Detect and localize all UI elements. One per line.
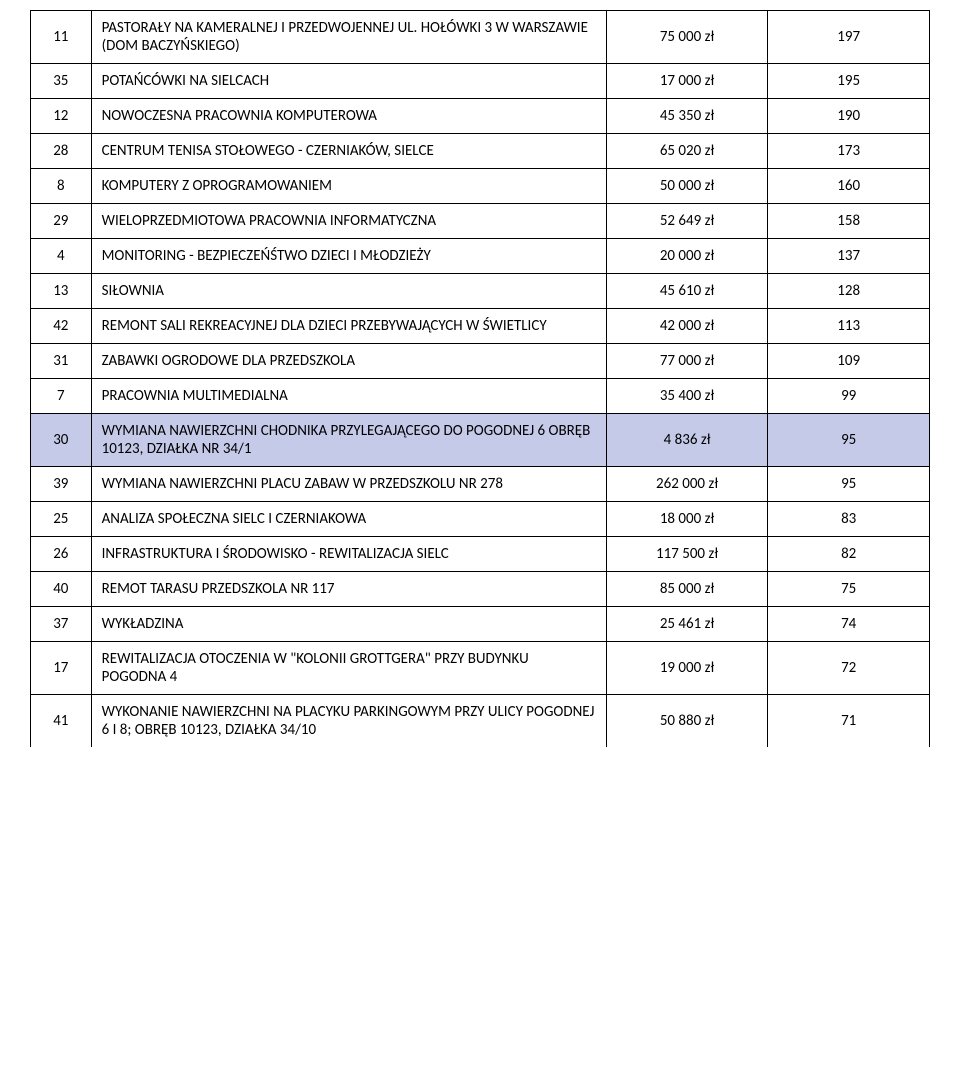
table-row: 28CENTRUM TENISA STOŁOWEGO - CZERNIAKÓW,… [31, 134, 930, 169]
row-number: 37 [31, 607, 92, 642]
row-amount: 42 000 zł [606, 309, 768, 344]
table-row: 31ZABAWKI OGRODOWE DLA PRZEDSZKOLA77 000… [31, 344, 930, 379]
row-votes: 128 [768, 274, 930, 309]
row-number: 4 [31, 239, 92, 274]
row-description: ZABAWKI OGRODOWE DLA PRZEDSZKOLA [91, 344, 606, 379]
row-votes: 113 [768, 309, 930, 344]
row-votes: 109 [768, 344, 930, 379]
row-amount: 75 000 zł [606, 11, 768, 64]
row-votes: 95 [768, 467, 930, 502]
row-votes: 173 [768, 134, 930, 169]
table-row: 29WIELOPRZEDMIOTOWA PRACOWNIA INFORMATYC… [31, 204, 930, 239]
row-votes: 74 [768, 607, 930, 642]
row-number: 41 [31, 695, 92, 748]
row-number: 40 [31, 572, 92, 607]
row-votes: 95 [768, 414, 930, 467]
row-amount: 52 649 zł [606, 204, 768, 239]
row-amount: 20 000 zł [606, 239, 768, 274]
table-row: 39WYMIANA NAWIERZCHNI PLACU ZABAW W PRZE… [31, 467, 930, 502]
row-description: SIŁOWNIA [91, 274, 606, 309]
row-amount: 17 000 zł [606, 64, 768, 99]
row-number: 31 [31, 344, 92, 379]
row-amount: 45 350 zł [606, 99, 768, 134]
row-amount: 45 610 zł [606, 274, 768, 309]
row-amount: 77 000 zł [606, 344, 768, 379]
row-number: 8 [31, 169, 92, 204]
row-amount: 4 836 zł [606, 414, 768, 467]
row-number: 35 [31, 64, 92, 99]
row-votes: 99 [768, 379, 930, 414]
row-number: 26 [31, 537, 92, 572]
row-votes: 71 [768, 695, 930, 748]
row-description: CENTRUM TENISA STOŁOWEGO - CZERNIAKÓW, S… [91, 134, 606, 169]
row-description: MONITORING - BEZPIECZEŃŚTWO DZIECI I MŁO… [91, 239, 606, 274]
row-amount: 50 880 zł [606, 695, 768, 748]
row-description: REMONT SALI REKREACYJNEJ DLA DZIECI PRZE… [91, 309, 606, 344]
row-description: WYMIANA NAWIERZCHNI PLACU ZABAW W PRZEDS… [91, 467, 606, 502]
row-amount: 65 020 zł [606, 134, 768, 169]
row-votes: 137 [768, 239, 930, 274]
row-description: PASTORAŁY NA KAMERALNEJ I PRZEDWOJENNEJ … [91, 11, 606, 64]
row-number: 29 [31, 204, 92, 239]
row-amount: 85 000 zł [606, 572, 768, 607]
table-row: 35POTAŃCÓWKI NA SIELCACH17 000 zł195 [31, 64, 930, 99]
table-row: 11PASTORAŁY NA KAMERALNEJ I PRZEDWOJENNE… [31, 11, 930, 64]
data-table: 11PASTORAŁY NA KAMERALNEJ I PRZEDWOJENNE… [30, 10, 930, 747]
row-number: 7 [31, 379, 92, 414]
row-amount: 25 461 zł [606, 607, 768, 642]
table-body: 11PASTORAŁY NA KAMERALNEJ I PRZEDWOJENNE… [31, 11, 930, 748]
row-description: POTAŃCÓWKI NA SIELCACH [91, 64, 606, 99]
row-number: 28 [31, 134, 92, 169]
row-description: REWITALIZACJA OTOCZENIA W "KOLONII GROTT… [91, 642, 606, 695]
row-number: 12 [31, 99, 92, 134]
table-row: 26INFRASTRUKTURA I ŚRODOWISKO - REWITALI… [31, 537, 930, 572]
row-amount: 117 500 zł [606, 537, 768, 572]
row-number: 42 [31, 309, 92, 344]
row-votes: 75 [768, 572, 930, 607]
row-description: PRACOWNIA MULTIMEDIALNA [91, 379, 606, 414]
table-row: 41WYKONANIE NAWIERZCHNI NA PLACYKU PARKI… [31, 695, 930, 748]
row-votes: 72 [768, 642, 930, 695]
table-row: 37WYKŁADZINA25 461 zł74 [31, 607, 930, 642]
row-description: KOMPUTERY Z OPROGRAMOWANIEM [91, 169, 606, 204]
row-amount: 18 000 zł [606, 502, 768, 537]
row-description: WIELOPRZEDMIOTOWA PRACOWNIA INFORMATYCZN… [91, 204, 606, 239]
table-row: 17REWITALIZACJA OTOCZENIA W "KOLONII GRO… [31, 642, 930, 695]
table-row: 40REMOT TARASU PRZEDSZKOLA NR 11785 000 … [31, 572, 930, 607]
row-number: 25 [31, 502, 92, 537]
table-row: 25ANALIZA SPOŁECZNA SIELC I CZERNIAKOWA1… [31, 502, 930, 537]
row-description: WYMIANA NAWIERZCHNI CHODNIKA PRZYLEGAJĄC… [91, 414, 606, 467]
table-row: 12NOWOCZESNA PRACOWNIA KOMPUTEROWA45 350… [31, 99, 930, 134]
row-description: WYKONANIE NAWIERZCHNI NA PLACYKU PARKING… [91, 695, 606, 748]
row-amount: 35 400 zł [606, 379, 768, 414]
row-description: ANALIZA SPOŁECZNA SIELC I CZERNIAKOWA [91, 502, 606, 537]
row-number: 17 [31, 642, 92, 695]
table-row: 13SIŁOWNIA45 610 zł128 [31, 274, 930, 309]
row-votes: 195 [768, 64, 930, 99]
table-row: 30WYMIANA NAWIERZCHNI CHODNIKA PRZYLEGAJ… [31, 414, 930, 467]
row-number: 13 [31, 274, 92, 309]
row-votes: 82 [768, 537, 930, 572]
row-votes: 190 [768, 99, 930, 134]
row-amount: 262 000 zł [606, 467, 768, 502]
table-row: 7PRACOWNIA MULTIMEDIALNA35 400 zł99 [31, 379, 930, 414]
row-number: 11 [31, 11, 92, 64]
table-row: 8KOMPUTERY Z OPROGRAMOWANIEM50 000 zł160 [31, 169, 930, 204]
table-row: 4MONITORING - BEZPIECZEŃŚTWO DZIECI I MŁ… [31, 239, 930, 274]
row-description: REMOT TARASU PRZEDSZKOLA NR 117 [91, 572, 606, 607]
row-number: 30 [31, 414, 92, 467]
row-number: 39 [31, 467, 92, 502]
table-row: 42REMONT SALI REKREACYJNEJ DLA DZIECI PR… [31, 309, 930, 344]
row-amount: 50 000 zł [606, 169, 768, 204]
row-votes: 158 [768, 204, 930, 239]
row-description: WYKŁADZINA [91, 607, 606, 642]
page: 11PASTORAŁY NA KAMERALNEJ I PRZEDWOJENNE… [0, 0, 960, 1068]
row-description: NOWOCZESNA PRACOWNIA KOMPUTEROWA [91, 99, 606, 134]
row-votes: 160 [768, 169, 930, 204]
row-description: INFRASTRUKTURA I ŚRODOWISKO - REWITALIZA… [91, 537, 606, 572]
row-amount: 19 000 zł [606, 642, 768, 695]
row-votes: 83 [768, 502, 930, 537]
row-votes: 197 [768, 11, 930, 64]
